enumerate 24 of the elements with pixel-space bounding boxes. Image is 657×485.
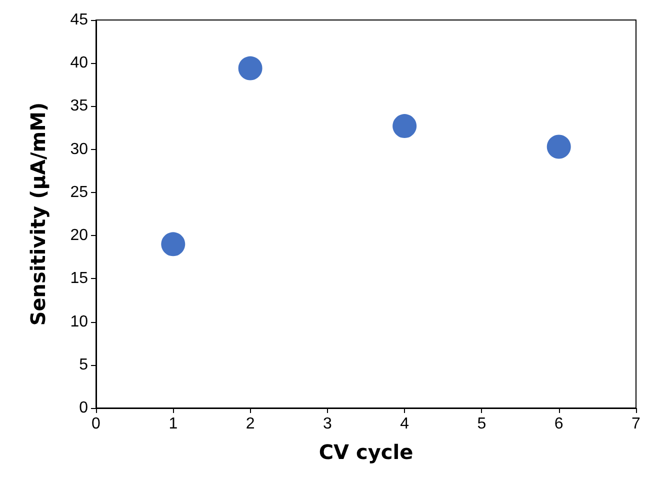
x-tick-label: 4 xyxy=(400,416,410,432)
y-tick-label: 5 xyxy=(79,356,88,374)
y-axis-title: Sensitivity (μA/mM) xyxy=(26,102,50,326)
y-tick-label: 0 xyxy=(79,400,88,416)
x-axis-title: CV cycle xyxy=(318,440,414,464)
x-tick-label: 1 xyxy=(168,416,178,432)
x-tick-label: 3 xyxy=(322,416,332,432)
x-tick-label: 5 xyxy=(477,416,486,432)
x-tick-label: 6 xyxy=(554,416,564,432)
point xyxy=(546,134,571,159)
y-tick-label: 30 xyxy=(70,140,88,158)
y-tick-label: 25 xyxy=(70,184,88,201)
point xyxy=(392,114,417,138)
y-tick-label: 35 xyxy=(70,98,88,115)
y-tick-label: 20 xyxy=(70,227,88,244)
y-tick-label: 45 xyxy=(70,12,88,28)
y-tick-label: 40 xyxy=(70,54,88,72)
point xyxy=(161,232,186,256)
y-tick-label: 10 xyxy=(70,313,88,330)
x-tick-label: 7 xyxy=(632,416,641,432)
x-tick-label: 2 xyxy=(246,416,255,432)
point xyxy=(238,56,262,80)
x-tick-label: 0 xyxy=(92,416,101,432)
y-tick-label: 15 xyxy=(70,270,88,288)
